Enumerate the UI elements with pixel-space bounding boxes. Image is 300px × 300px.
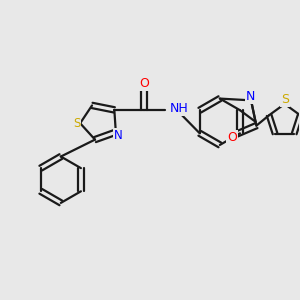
Text: S: S [73,117,80,130]
Text: O: O [227,131,237,144]
Text: O: O [139,76,149,90]
Text: N: N [114,129,123,142]
Text: N: N [246,90,255,103]
Text: NH: NH [170,102,189,115]
Text: S: S [281,93,289,106]
